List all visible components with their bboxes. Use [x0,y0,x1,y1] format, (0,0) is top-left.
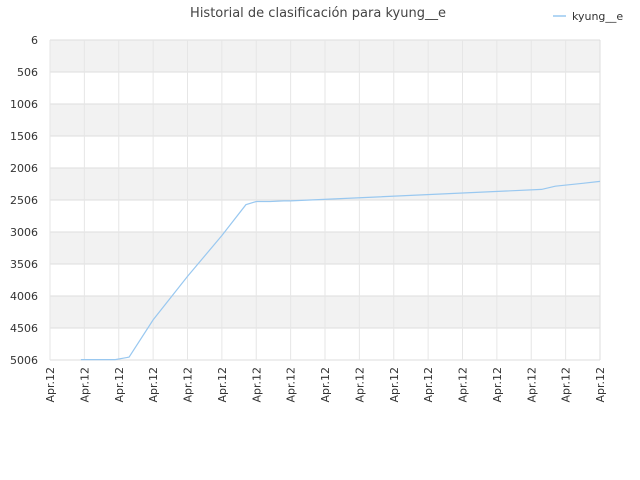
chart-title: Historial de clasificación para kyung__e [190,6,446,21]
y-tick-label: 3506 [10,258,38,271]
y-tick-label: 3006 [10,226,38,239]
y-tick-label: 5006 [10,354,38,367]
x-tick-label: Apr.12 [113,367,126,403]
y-tick-label: 2006 [10,162,38,175]
x-tick-label: Apr.12 [594,367,607,403]
y-axis-tick-labels: 6 506 1006 1506 2006 2506 3006 3506 4006 4506 5006 [10,34,38,367]
x-tick-label: Apr.12 [560,367,573,403]
x-tick-label: Apr.12 [422,367,435,403]
x-tick-label: Apr.12 [457,367,470,403]
x-tick-label: Apr.12 [525,367,538,403]
x-tick-label: Apr.12 [319,367,332,403]
grid-lines [49,39,601,361]
y-tick-label: 4506 [10,322,38,335]
series-layer [80,180,601,361]
x-tick-label: Apr.12 [147,367,160,403]
y-tick-label: 2506 [10,194,38,207]
series-line-kyung-e [80,180,601,361]
legend: kyung__e [553,10,623,23]
x-tick-label: Apr.12 [491,367,504,403]
x-tick-label: Apr.12 [44,367,57,403]
x-tick-label: Apr.12 [78,367,91,403]
y-tick-label: 6 [31,34,38,47]
x-tick-label: Apr.12 [250,367,263,403]
x-tick-label: Apr.12 [388,367,401,403]
y-tick-label: 506 [17,66,38,79]
y-tick-label: 1506 [10,130,38,143]
x-tick-label: Apr.12 [285,367,298,403]
y-tick-label: 4006 [10,290,38,303]
y-tick-label: 1006 [10,98,38,111]
x-axis-tick-labels: Apr.12 Apr.12 Apr.12 Apr.12 Apr.12 Apr.12 Apr.… [44,367,607,403]
x-tick-label: Apr.12 [182,367,195,403]
x-tick-label: Apr.12 [353,367,366,403]
x-tick-label: Apr.12 [216,367,229,403]
legend-label-kyung-e: kyung__e [572,10,623,23]
